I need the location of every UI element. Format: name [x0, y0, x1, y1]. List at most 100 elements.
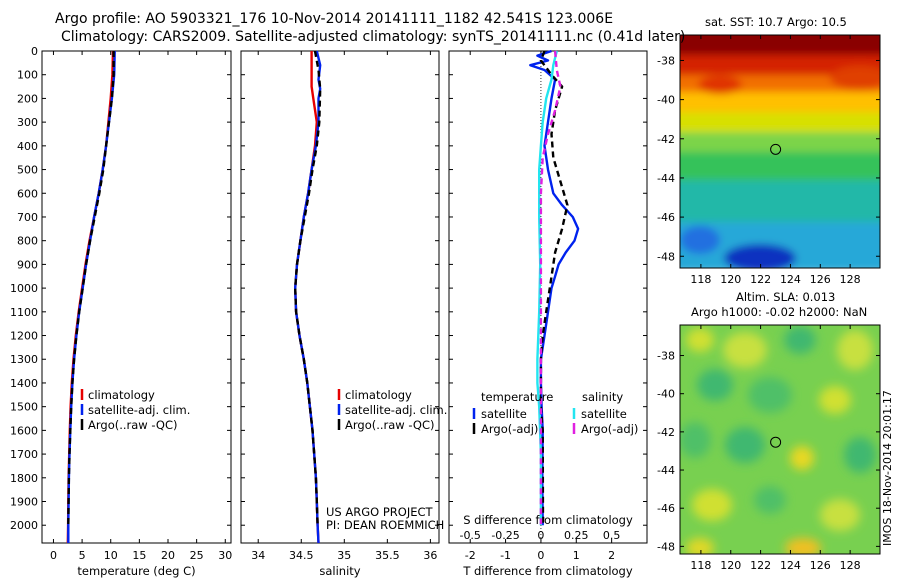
- panel-frame: [41, 50, 232, 544]
- y-tick-label: 700: [17, 211, 38, 224]
- y-tick-label: 300: [17, 116, 38, 129]
- y-tick-label: 1200: [10, 330, 38, 343]
- header-line2: Climatology: CARS2009. Satellite-adjuste…: [61, 29, 686, 45]
- y-tick-label: 600: [17, 187, 38, 200]
- x2-axis-label: S difference from climatology: [463, 513, 633, 527]
- panel-frame: [240, 50, 440, 544]
- legend-label: Argo(-adj): [581, 422, 638, 436]
- x-tick-label: 34: [251, 549, 265, 562]
- x-tick-label: 25: [190, 549, 204, 562]
- x-tick-label: 10: [104, 549, 118, 562]
- sst-map-axes: -38 -40 -42 -44 -46 -48 118 120 122 124 126 128: [657, 34, 881, 286]
- sst-map-title: sat. SST: 10.7 Argo: 10.5: [705, 15, 847, 29]
- x-tick-label: 2: [608, 549, 615, 562]
- y-tick-label: 1700: [10, 448, 38, 461]
- x-tick-label: 35.5: [375, 549, 400, 562]
- y-tick-label: 400: [17, 140, 38, 153]
- lat-tick-label: -38: [657, 54, 675, 67]
- float-location-marker: [770, 143, 782, 155]
- x2-tick-label: -0.25: [491, 529, 519, 542]
- x2-tick-label: 0.25: [564, 529, 589, 542]
- header-line1: Argo profile: AO 5903321_176 10-Nov-2014…: [55, 11, 614, 27]
- y-tick-label: 1600: [10, 424, 38, 437]
- y-tick-label: 500: [17, 164, 38, 177]
- profile-panel-3: -2 -1 0 1 2 T difference from climatology S di…: [448, 49, 648, 578]
- y-tick-label: 0: [31, 45, 38, 58]
- y-tick-label: 1400: [10, 377, 38, 390]
- lat-tick-label: -38: [657, 350, 675, 363]
- y-tick-label: 100: [17, 69, 38, 82]
- profile-panel-1: 0100200300400500600700800900100011001200…: [10, 45, 232, 578]
- lon-tick-label: 120: [720, 559, 741, 572]
- sst-map: [680, 35, 880, 268]
- lon-tick-label: 126: [810, 273, 831, 286]
- x2-tick-label: -0.5: [459, 529, 480, 542]
- lon-tick-label: 118: [690, 273, 711, 286]
- x-tick-label: 15: [132, 549, 146, 562]
- lon-tick-label: 120: [720, 273, 741, 286]
- y-tick-label: 1800: [10, 472, 38, 485]
- x-tick-label: 0: [537, 549, 544, 562]
- x-tick-label: -1: [500, 549, 511, 562]
- lon-tick-label: 126: [810, 559, 831, 572]
- credit-line2: PI: DEAN ROEMMICH: [326, 518, 445, 532]
- legend-label: satellite-adj. clim.: [88, 403, 190, 417]
- map-frame: [679, 324, 881, 555]
- float-location-marker: [770, 436, 782, 448]
- map-frame: [679, 34, 881, 269]
- legend-label: satellite: [581, 407, 627, 421]
- legend-label: Argo(-adj): [481, 422, 538, 436]
- x2-tick-label: 0.5: [603, 529, 621, 542]
- y-tick-label: 800: [17, 235, 38, 248]
- sla-map-title-1: Altim. SLA: 0.013: [736, 290, 836, 304]
- lon-tick-label: 124: [780, 559, 801, 572]
- lat-tick-label: -40: [657, 388, 675, 401]
- lon-tick-label: 128: [840, 273, 861, 286]
- y-tick-label: 1100: [10, 306, 38, 319]
- y-tick-label: 1300: [10, 353, 38, 366]
- series-satellite: [529, 49, 580, 526]
- lat-tick-label: -44: [657, 464, 675, 477]
- legend-label: climatology: [345, 388, 412, 402]
- x-tick-label: 36: [423, 549, 437, 562]
- series-argo-adj-: [539, 50, 562, 526]
- legend-label: climatology: [88, 388, 155, 402]
- lon-tick-label: 128: [840, 559, 861, 572]
- lat-tick-label: -46: [657, 211, 675, 224]
- y-tick-label: 2000: [10, 519, 38, 532]
- x-axis-label: temperature (deg C): [77, 564, 195, 578]
- lat-tick-label: -44: [657, 172, 675, 185]
- y-tick-label: 1000: [10, 282, 38, 295]
- x-axis-label: T difference from climatology: [462, 564, 633, 578]
- x-tick-label: 34.5: [289, 549, 314, 562]
- legend-label: Argo(..raw -QC): [345, 418, 435, 432]
- legend-title-salinity: salinity: [582, 390, 623, 404]
- lat-tick-label: -42: [657, 426, 675, 439]
- lon-tick-label: 122: [750, 273, 771, 286]
- y-tick-label: 1900: [10, 496, 38, 509]
- profile-panel-2: 34 34.5 35 35.5 36 salinity climatologysatelli…: [240, 50, 447, 578]
- legend-label: satellite-adj. clim.: [345, 403, 447, 417]
- sla-map-title-2: Argo h1000: -0.02 h2000: NaN: [691, 305, 868, 319]
- y-tick-label: 200: [17, 92, 38, 105]
- credit-line1: US ARGO PROJECT: [326, 505, 433, 519]
- x-tick-label: 30: [218, 549, 232, 562]
- lon-tick-label: 122: [750, 559, 771, 572]
- x2-tick-label: 0: [537, 529, 544, 542]
- x-tick-label: -2: [465, 549, 476, 562]
- x-tick-label: 5: [79, 549, 86, 562]
- y-tick-label: 1500: [10, 401, 38, 414]
- timestamp-footer: IMOS 18-Nov-2014 20:01:17: [881, 390, 894, 546]
- sla-map: [680, 325, 880, 554]
- legend-label: satellite: [481, 407, 527, 421]
- lon-tick-label: 118: [690, 559, 711, 572]
- lat-tick-label: -48: [657, 250, 675, 263]
- sla-map-axes: -38 -40 -42 -44 -46 -48 118 120 122 124 126 128: [657, 324, 881, 572]
- lat-tick-label: -46: [657, 502, 675, 515]
- x-tick-label: 20: [161, 549, 175, 562]
- lon-tick-label: 124: [780, 273, 801, 286]
- x-axis-label: salinity: [319, 564, 360, 578]
- lat-tick-label: -40: [657, 94, 675, 107]
- x-tick-label: 0: [50, 549, 57, 562]
